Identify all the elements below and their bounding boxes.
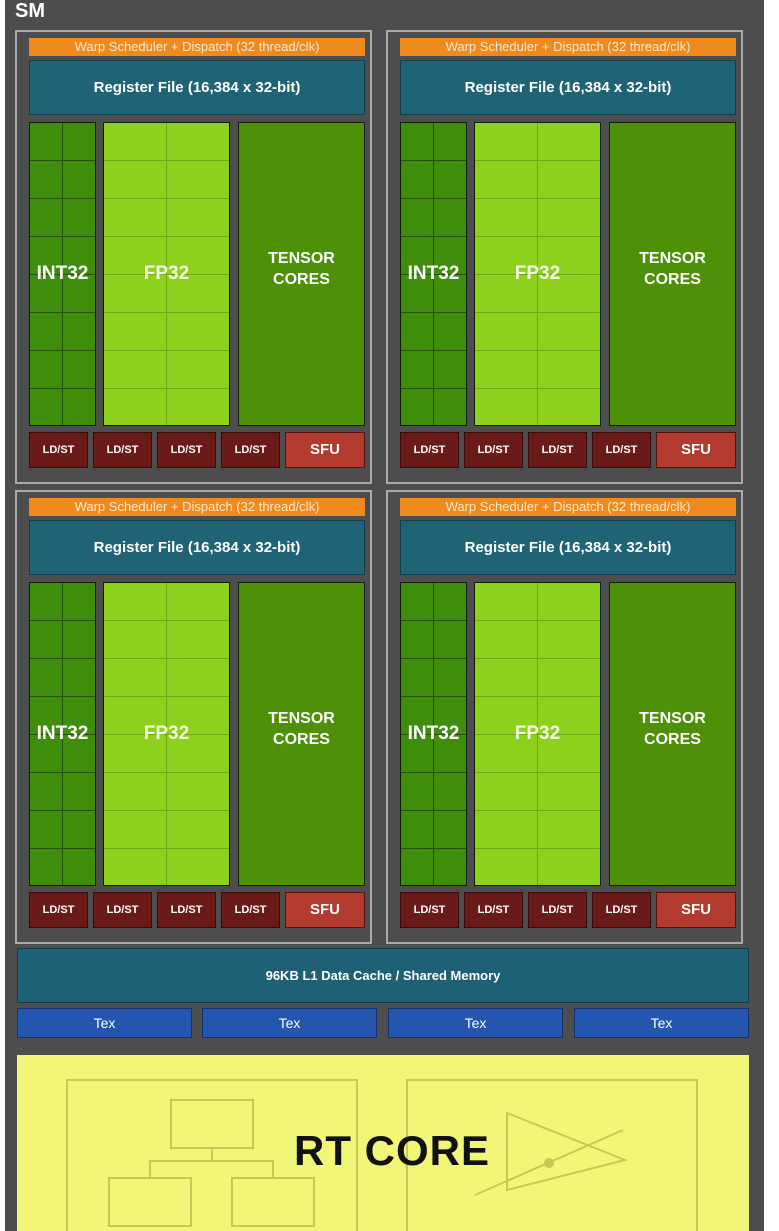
ld-st-unit: LD/ST — [528, 892, 587, 928]
ld-st-unit: LD/ST — [93, 432, 152, 468]
tree-edge-right — [212, 1160, 274, 1178]
ld-st-unit: LD/ST — [400, 892, 459, 928]
sm-partition: Warp Scheduler + Dispatch (32 thread/clk… — [386, 30, 743, 484]
ld-st-unit: LD/ST — [592, 892, 651, 928]
sfu-unit: SFU — [656, 892, 736, 928]
int32-unit: INT32 — [29, 122, 96, 426]
fp32-label: FP32 — [143, 263, 190, 284]
cores-label: CORES — [273, 271, 330, 288]
tensor-label: TENSOR — [268, 710, 335, 727]
tree-node-root — [170, 1099, 254, 1149]
sm-diagram: SM Warp Scheduler + Dispatch (32 thread/… — [5, 0, 764, 1231]
cores-label: CORES — [273, 731, 330, 748]
fp32-unit: FP32 — [474, 582, 601, 886]
sfu-unit: SFU — [656, 432, 736, 468]
ld-st-unit: LD/ST — [400, 432, 459, 468]
rt-core-label: RT CORE — [294, 1127, 490, 1174]
int32-label: INT32 — [407, 263, 460, 284]
tex-unit: Tex — [17, 1008, 192, 1038]
tree-edge-left — [149, 1148, 213, 1178]
sfu-unit: SFU — [285, 892, 365, 928]
sm-partition: Warp Scheduler + Dispatch (32 thread/clk… — [15, 30, 372, 484]
register-file: Register File (16,384 x 32-bit) — [400, 60, 736, 115]
fp32-label: FP32 — [514, 263, 561, 284]
fp32-label: FP32 — [143, 723, 190, 744]
tex-unit: Tex — [202, 1008, 377, 1038]
fp32-unit: FP32 — [474, 122, 601, 426]
tensor-label: TENSOR — [639, 250, 706, 267]
rt-core: RT CORE — [17, 1055, 749, 1231]
ld-st-unit: LD/ST — [221, 892, 280, 928]
intersection-point — [544, 1158, 554, 1168]
tensor-cores-unit: TENSOR CORES — [609, 582, 736, 886]
ld-st-unit: LD/ST — [464, 432, 523, 468]
warp-scheduler: Warp Scheduler + Dispatch (32 thread/clk… — [29, 38, 365, 56]
int32-unit: INT32 — [29, 582, 96, 886]
tensor-cores-unit: TENSOR CORES — [238, 582, 365, 886]
sm-label: SM — [15, 0, 45, 22]
register-file: Register File (16,384 x 32-bit) — [29, 60, 365, 115]
warp-scheduler: Warp Scheduler + Dispatch (32 thread/clk… — [400, 498, 736, 516]
rt-core-diagram — [66, 1079, 698, 1231]
tree-node-right — [231, 1177, 315, 1227]
ld-st-unit: LD/ST — [29, 892, 88, 928]
fp32-unit: FP32 — [103, 122, 230, 426]
tree-node-left — [108, 1177, 192, 1227]
tex-unit: Tex — [574, 1008, 749, 1038]
warp-scheduler: Warp Scheduler + Dispatch (32 thread/clk… — [29, 498, 365, 516]
int32-label: INT32 — [407, 723, 460, 744]
fp32-label: FP32 — [514, 723, 561, 744]
sm-partition: Warp Scheduler + Dispatch (32 thread/clk… — [386, 490, 743, 944]
int32-unit: INT32 — [400, 582, 467, 886]
ld-st-unit: LD/ST — [157, 432, 216, 468]
tensor-cores-unit: TENSOR CORES — [609, 122, 736, 426]
register-file: Register File (16,384 x 32-bit) — [400, 520, 736, 575]
ld-st-unit: LD/ST — [93, 892, 152, 928]
int32-label: INT32 — [36, 723, 89, 744]
register-file: Register File (16,384 x 32-bit) — [29, 520, 365, 575]
tensor-cores-unit: TENSOR CORES — [238, 122, 365, 426]
bvh-box-outline — [66, 1079, 358, 1231]
ld-st-unit: LD/ST — [464, 892, 523, 928]
tensor-label: TENSOR — [639, 710, 706, 727]
ld-st-unit: LD/ST — [29, 432, 88, 468]
tex-unit: Tex — [388, 1008, 563, 1038]
ld-st-unit: LD/ST — [592, 432, 651, 468]
ld-st-unit: LD/ST — [528, 432, 587, 468]
ld-st-unit: LD/ST — [221, 432, 280, 468]
int32-label: INT32 — [36, 263, 89, 284]
l1-data-cache: 96KB L1 Data Cache / Shared Memory — [17, 948, 749, 1003]
fp32-unit: FP32 — [103, 582, 230, 886]
warp-scheduler: Warp Scheduler + Dispatch (32 thread/clk… — [400, 38, 736, 56]
tensor-label: TENSOR — [268, 250, 335, 267]
int32-unit: INT32 — [400, 122, 467, 426]
cores-label: CORES — [644, 271, 701, 288]
sfu-unit: SFU — [285, 432, 365, 468]
triangle-shape — [506, 1111, 629, 1192]
sm-partition: Warp Scheduler + Dispatch (32 thread/clk… — [15, 490, 372, 944]
ld-st-unit: LD/ST — [157, 892, 216, 928]
intersection-box-outline — [406, 1079, 698, 1231]
cores-label: CORES — [644, 731, 701, 748]
